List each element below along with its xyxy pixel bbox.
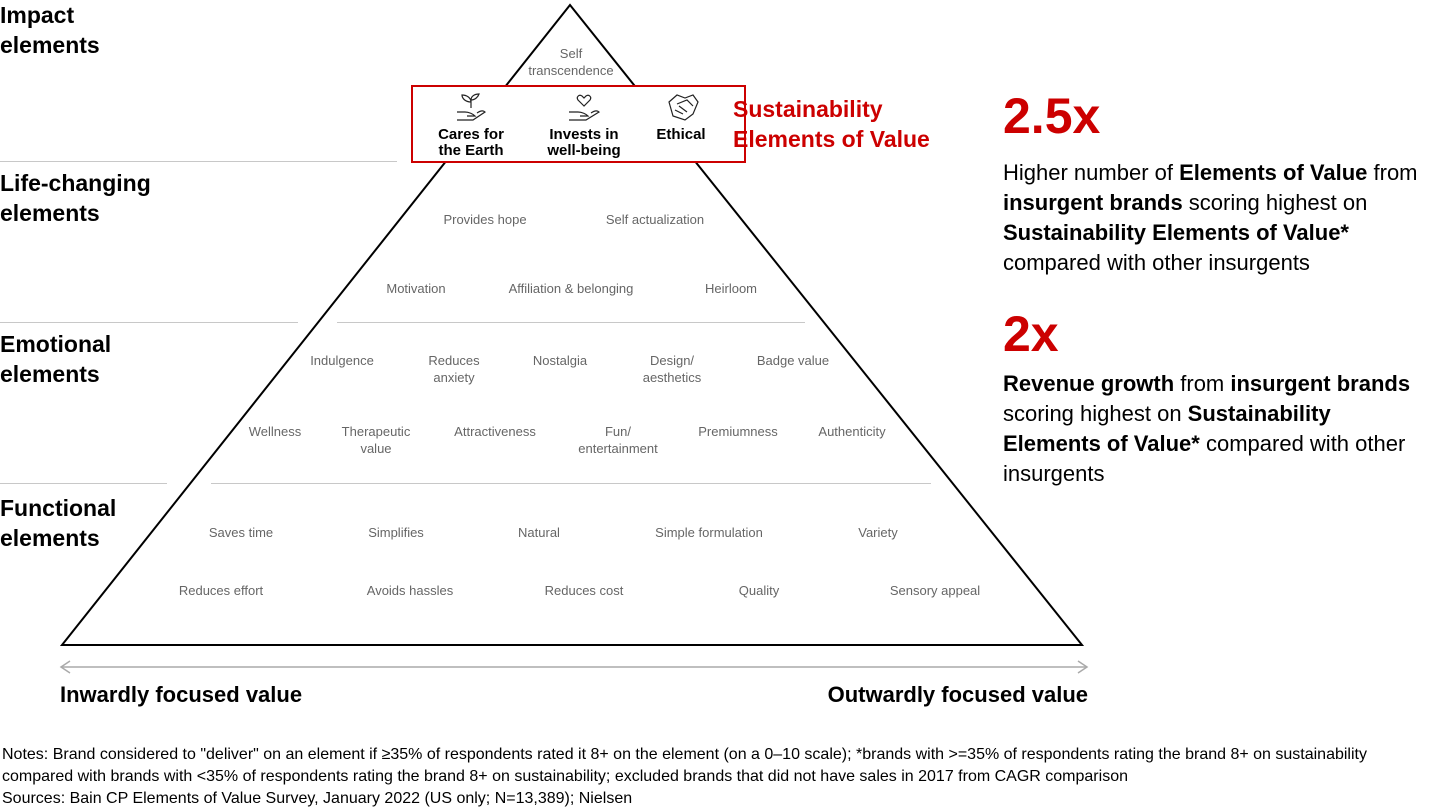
stat-text-part: scoring highest on — [1003, 401, 1188, 426]
label: the Earth — [438, 142, 504, 159]
element-label: Therapeutic — [341, 424, 411, 439]
stat-text-part: Higher number of — [1003, 160, 1180, 185]
arrow-left-icon — [59, 660, 71, 674]
element-label: value — [360, 441, 392, 456]
element: Natural — [518, 525, 560, 540]
stat-text: Higher number of Elements of Value from … — [1003, 158, 1440, 278]
notes: Notes: Brand considered to "deliver" on … — [2, 746, 1367, 785]
axis-label-left: Inwardly focused value — [60, 682, 303, 707]
stat-text-part: from — [1174, 371, 1231, 396]
stat-value: 2.5x — [1003, 88, 1101, 144]
divider — [0, 322, 298, 323]
element: Reduces anxiety — [428, 352, 479, 386]
element: Nostalgia — [533, 352, 587, 369]
element-label: Nostalgia — [532, 353, 588, 368]
stat-value: 2x — [1003, 306, 1059, 362]
element: Heirloom — [704, 281, 758, 296]
stat-text-part: insurgent brands — [1230, 371, 1411, 396]
element: Attractiveness — [454, 423, 536, 440]
sustainability-item-cares-for-earth: Cares for the Earth — [438, 127, 504, 159]
element: Saves time — [208, 525, 274, 540]
divider — [0, 483, 167, 484]
element: Variety — [858, 525, 898, 540]
element-label: Indulgence — [310, 353, 374, 368]
stat-text-part: Elements of Value — [1179, 160, 1368, 185]
element-label: aesthetics — [642, 370, 702, 385]
arrow-right-icon — [1077, 660, 1089, 674]
element: Therapeutic value — [342, 423, 411, 457]
pyramid-outline — [59, 3, 1085, 646]
stat-text-part: compared with other insurgents — [1003, 250, 1310, 275]
footnotes: Notes: Brand considered to "deliver" on … — [2, 744, 1438, 810]
element: Badge value — [757, 352, 829, 369]
heart-in-hand-icon — [569, 94, 600, 121]
element-label: Reduces — [428, 353, 480, 368]
stat-text-part: Sustainability Elements of Value* — [1003, 401, 1331, 456]
divider — [0, 161, 397, 162]
element: Simple formulation — [655, 525, 763, 540]
element: Quality — [738, 583, 780, 598]
stat-text: Revenue growth from insurgent brands sco… — [1003, 369, 1413, 489]
stat-text-part: insurgent brands — [1003, 190, 1183, 215]
level-impact: Impact elements — [0, 2, 100, 58]
axis-label-right: Outwardly focused value — [827, 682, 1088, 707]
element: Self actualization — [605, 212, 705, 227]
element-self-transcendence: Self transcendence — [528, 46, 614, 78]
element: Affiliation & belonging — [508, 281, 634, 296]
sources: Sources: Bain CP Elements of Value Surve… — [2, 790, 633, 807]
element: Motivation — [386, 281, 446, 296]
element: Premiumness — [698, 423, 777, 440]
label: well-being — [547, 142, 621, 159]
element-label: Authenticity — [818, 424, 886, 439]
label: Ethical — [656, 126, 706, 143]
element: Avoids hassles — [366, 583, 454, 598]
element-label: Wellness — [248, 424, 302, 439]
element: Reduces cost — [544, 583, 624, 598]
element: Simplifies — [368, 525, 424, 540]
divider — [337, 322, 805, 323]
label: Invests in — [549, 126, 619, 143]
label: Cares for — [438, 126, 504, 143]
level-life-changing: Life-changing elements — [0, 170, 151, 226]
element: Reduces effort — [178, 583, 264, 598]
stat-text-part: Revenue growth — [1003, 371, 1175, 396]
stat-text-part: from — [1367, 160, 1418, 185]
element-label: Premiumness — [698, 424, 778, 439]
handshake-icon — [668, 94, 699, 121]
level-functional: Functional elements — [0, 495, 117, 551]
level-emotional: Emotional elements — [0, 331, 112, 387]
title-line: Elements of Value — [733, 126, 930, 152]
element-label: anxiety — [433, 370, 475, 385]
element-label: Badge value — [756, 353, 830, 368]
element: Wellness — [249, 423, 302, 440]
element: Authenticity — [818, 423, 885, 440]
sustainability-box: Cares for the Earth Invests in well-being … — [411, 85, 746, 163]
stat-text-part: Sustainability Elements of Value* — [1003, 220, 1349, 245]
sustainability-item-invests-wellbeing: Invests in well-being — [547, 127, 620, 159]
element: Provides hope — [443, 212, 527, 227]
stat-text-part: compared with other insurgents — [1003, 431, 1406, 486]
stat-text-part: scoring highest on — [1182, 190, 1368, 215]
element: Design/aesthetics — [643, 352, 702, 386]
element-label: Fun/ — [604, 424, 631, 439]
element: Sensory appeal — [889, 583, 981, 598]
element-label: Attractiveness — [454, 424, 536, 439]
element: Indulgence — [310, 352, 374, 369]
divider — [211, 483, 931, 484]
element-label: Design/ — [649, 353, 695, 368]
sustainability-item-ethical: Ethical — [656, 127, 705, 143]
title-line: Sustainability — [733, 96, 883, 122]
plant-in-hand-icon — [457, 93, 486, 121]
element-label: entertainment — [578, 441, 658, 456]
sustainability-title: Sustainability Elements of Value — [733, 94, 930, 154]
element: Fun/entertainment — [578, 423, 658, 457]
